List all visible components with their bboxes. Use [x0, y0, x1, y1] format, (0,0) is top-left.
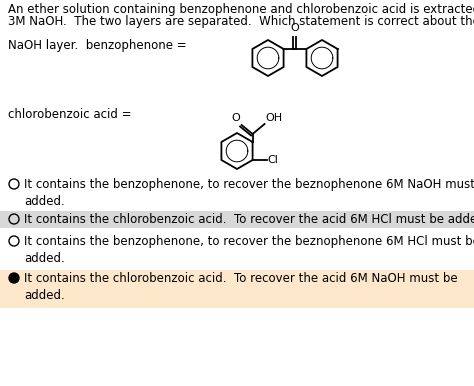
Text: O: O: [291, 23, 300, 33]
Circle shape: [9, 273, 19, 283]
Text: It contains the benzophenone, to recover the beznophenone 6M NaOH must be
added.: It contains the benzophenone, to recover…: [24, 178, 474, 208]
Text: OH: OH: [265, 113, 283, 123]
Text: It contains the chlorobenzoic acid.  To recover the acid 6M NaOH must be
added.: It contains the chlorobenzoic acid. To r…: [24, 272, 457, 302]
FancyBboxPatch shape: [0, 176, 474, 208]
Text: Cl: Cl: [268, 155, 278, 165]
Text: It contains the benzophenone, to recover the beznophenone 6M HCl must be
added.: It contains the benzophenone, to recover…: [24, 235, 474, 265]
Text: NaOH layer.  benzophenone =: NaOH layer. benzophenone =: [8, 39, 187, 52]
Text: O: O: [231, 113, 240, 123]
Text: chlorobenzoic acid =: chlorobenzoic acid =: [8, 108, 131, 121]
FancyBboxPatch shape: [0, 270, 474, 308]
FancyBboxPatch shape: [0, 233, 474, 265]
Text: 3M NaOH.  The two layers are separated.  Which statement is correct about the 3M: 3M NaOH. The two layers are separated. W…: [8, 15, 474, 28]
Text: An ether solution containing benzophenone and chlorobenzoic acid is extracted wi: An ether solution containing benzophenon…: [8, 3, 474, 16]
FancyBboxPatch shape: [0, 211, 474, 228]
Text: It contains the chlorobenzoic acid.  To recover the acid 6M HCl must be added.: It contains the chlorobenzoic acid. To r…: [24, 213, 474, 226]
